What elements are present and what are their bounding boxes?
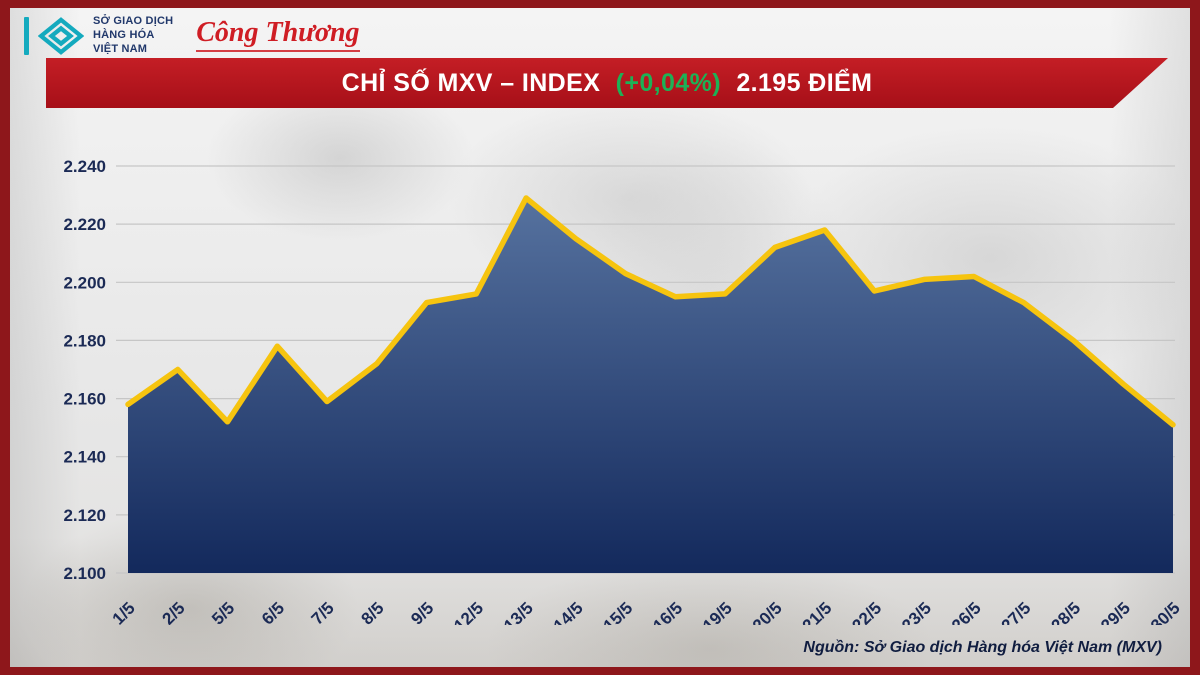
congthuong-tagline-rule bbox=[196, 50, 360, 53]
svg-text:1/5: 1/5 bbox=[109, 598, 139, 625]
chart-title: CHỈ SỐ MXV – INDEX (+0,04%) 2.195 ĐIỂM bbox=[342, 69, 873, 98]
svg-text:2.180: 2.180 bbox=[63, 331, 106, 350]
mxv-logo-line1: SỞ GIAO DỊCH bbox=[93, 15, 174, 27]
svg-text:2.200: 2.200 bbox=[63, 273, 106, 292]
cyan-accent-bar bbox=[24, 16, 29, 55]
svg-text:15/5: 15/5 bbox=[600, 598, 637, 625]
svg-text:13/5: 13/5 bbox=[500, 598, 537, 625]
mxv-index-area-chart: 2.100 2.120 2.140 2.160 2.180 2.200 2.220 2.240… bbox=[63, 157, 1184, 635]
svg-text:5/5: 5/5 bbox=[208, 598, 238, 625]
svg-text:2/5: 2/5 bbox=[158, 598, 188, 625]
svg-text:14/5: 14/5 bbox=[550, 598, 587, 625]
chart-title-right: 2.195 ĐIỂM bbox=[736, 68, 873, 97]
svg-text:8/5: 8/5 bbox=[357, 598, 387, 625]
svg-text:2.140: 2.140 bbox=[63, 448, 106, 467]
svg-text:12/5: 12/5 bbox=[450, 598, 487, 625]
mxv-logo-line2: HÀNG HÓA bbox=[93, 28, 155, 41]
svg-text:2.160: 2.160 bbox=[63, 390, 106, 409]
svg-text:6/5: 6/5 bbox=[258, 598, 288, 625]
svg-text:27/5: 27/5 bbox=[998, 598, 1035, 625]
source-credit: Nguồn: Sở Giao dịch Hàng hóa Việt Nam (M… bbox=[803, 639, 1162, 656]
svg-text:2.220: 2.220 bbox=[63, 215, 106, 234]
svg-text:2.240: 2.240 bbox=[63, 157, 106, 176]
svg-text:30/5: 30/5 bbox=[1147, 598, 1184, 625]
svg-text:23/5: 23/5 bbox=[898, 598, 935, 625]
chart-title-left: CHỈ SỐ MXV – INDEX bbox=[341, 68, 601, 97]
svg-text:16/5: 16/5 bbox=[649, 598, 686, 625]
svg-text:20/5: 20/5 bbox=[749, 598, 786, 625]
svg-text:21/5: 21/5 bbox=[799, 598, 836, 625]
svg-text:19/5: 19/5 bbox=[699, 598, 736, 625]
congthuong-logo: Công Thương bbox=[196, 17, 360, 53]
svg-text:2.100: 2.100 bbox=[63, 564, 106, 583]
svg-text:9/5: 9/5 bbox=[407, 598, 437, 625]
chart-title-change: (+0,04%) bbox=[615, 68, 721, 97]
congthuong-logo-text: Công Thương bbox=[196, 17, 360, 49]
brand-bar: SỞ GIAO DỊCH HÀNG HÓA VIỆT NAM Công Thươ… bbox=[24, 15, 360, 56]
page-background: SỞ GIAO DỊCH HÀNG HÓA VIỆT NAM Công Thươ… bbox=[10, 8, 1190, 667]
mxv-logo-icon bbox=[38, 16, 84, 55]
svg-text:2.120: 2.120 bbox=[63, 506, 106, 525]
title-banner: CHỈ SỐ MXV – INDEX (+0,04%) 2.195 ĐIỂM bbox=[46, 58, 1168, 108]
svg-text:22/5: 22/5 bbox=[848, 598, 885, 625]
svg-text:28/5: 28/5 bbox=[1047, 598, 1084, 625]
mxv-logo-line3: VIỆT NAM bbox=[93, 42, 148, 55]
svg-text:26/5: 26/5 bbox=[948, 598, 985, 625]
mxv-logo-text: SỞ GIAO DỊCH HÀNG HÓA VIỆT NAM bbox=[93, 15, 173, 56]
svg-text:29/5: 29/5 bbox=[1097, 598, 1134, 625]
svg-text:7/5: 7/5 bbox=[308, 598, 338, 625]
chart-container: 2.100 2.120 2.140 2.160 2.180 2.200 2.220 2.240… bbox=[30, 120, 1190, 635]
